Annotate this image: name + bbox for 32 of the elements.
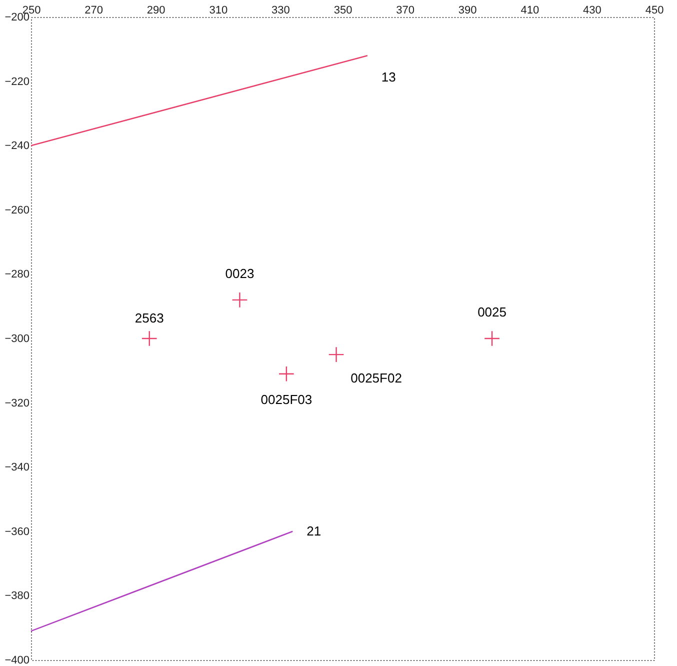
y-tick-label: −300 (4, 333, 30, 345)
x-tick-label: 390 (458, 4, 477, 16)
point (484, 330, 500, 347)
point (141, 330, 158, 347)
annotation: 0025 (478, 304, 506, 320)
x-tick-label: 430 (583, 4, 602, 16)
x-tick-label: 270 (84, 4, 103, 16)
point (328, 346, 344, 363)
y-tick-label: −240 (4, 140, 30, 152)
series-label: 13 (381, 70, 396, 85)
y-tick-label: −320 (4, 397, 30, 410)
x-tick-label: 370 (396, 4, 414, 16)
y-tick-label: −280 (4, 268, 30, 281)
x-tick-label: 450 (645, 4, 664, 16)
x-tick-label: 330 (272, 4, 290, 16)
annotation: 0025F02 (350, 370, 402, 386)
annotation: 0023 (225, 266, 254, 281)
annotation: 2563 (134, 310, 164, 326)
y-tick-label: −340 (4, 462, 30, 474)
x-tick-label: 350 (334, 4, 352, 16)
y-tick-label: −360 (4, 526, 30, 538)
annotation: 0025F03 (260, 392, 312, 407)
y-tick-label: −260 (4, 204, 30, 216)
y-tick-label: −400 (4, 654, 30, 666)
point (278, 366, 294, 382)
y-tick-label: −220 (4, 76, 30, 88)
x-tick-label: 290 (146, 4, 166, 16)
y-tick-label: −380 (4, 590, 30, 602)
point (232, 292, 248, 308)
series-label: 21 (306, 523, 322, 538)
x-tick-label: 410 (520, 4, 540, 16)
x-tick-label: 310 (209, 4, 228, 16)
